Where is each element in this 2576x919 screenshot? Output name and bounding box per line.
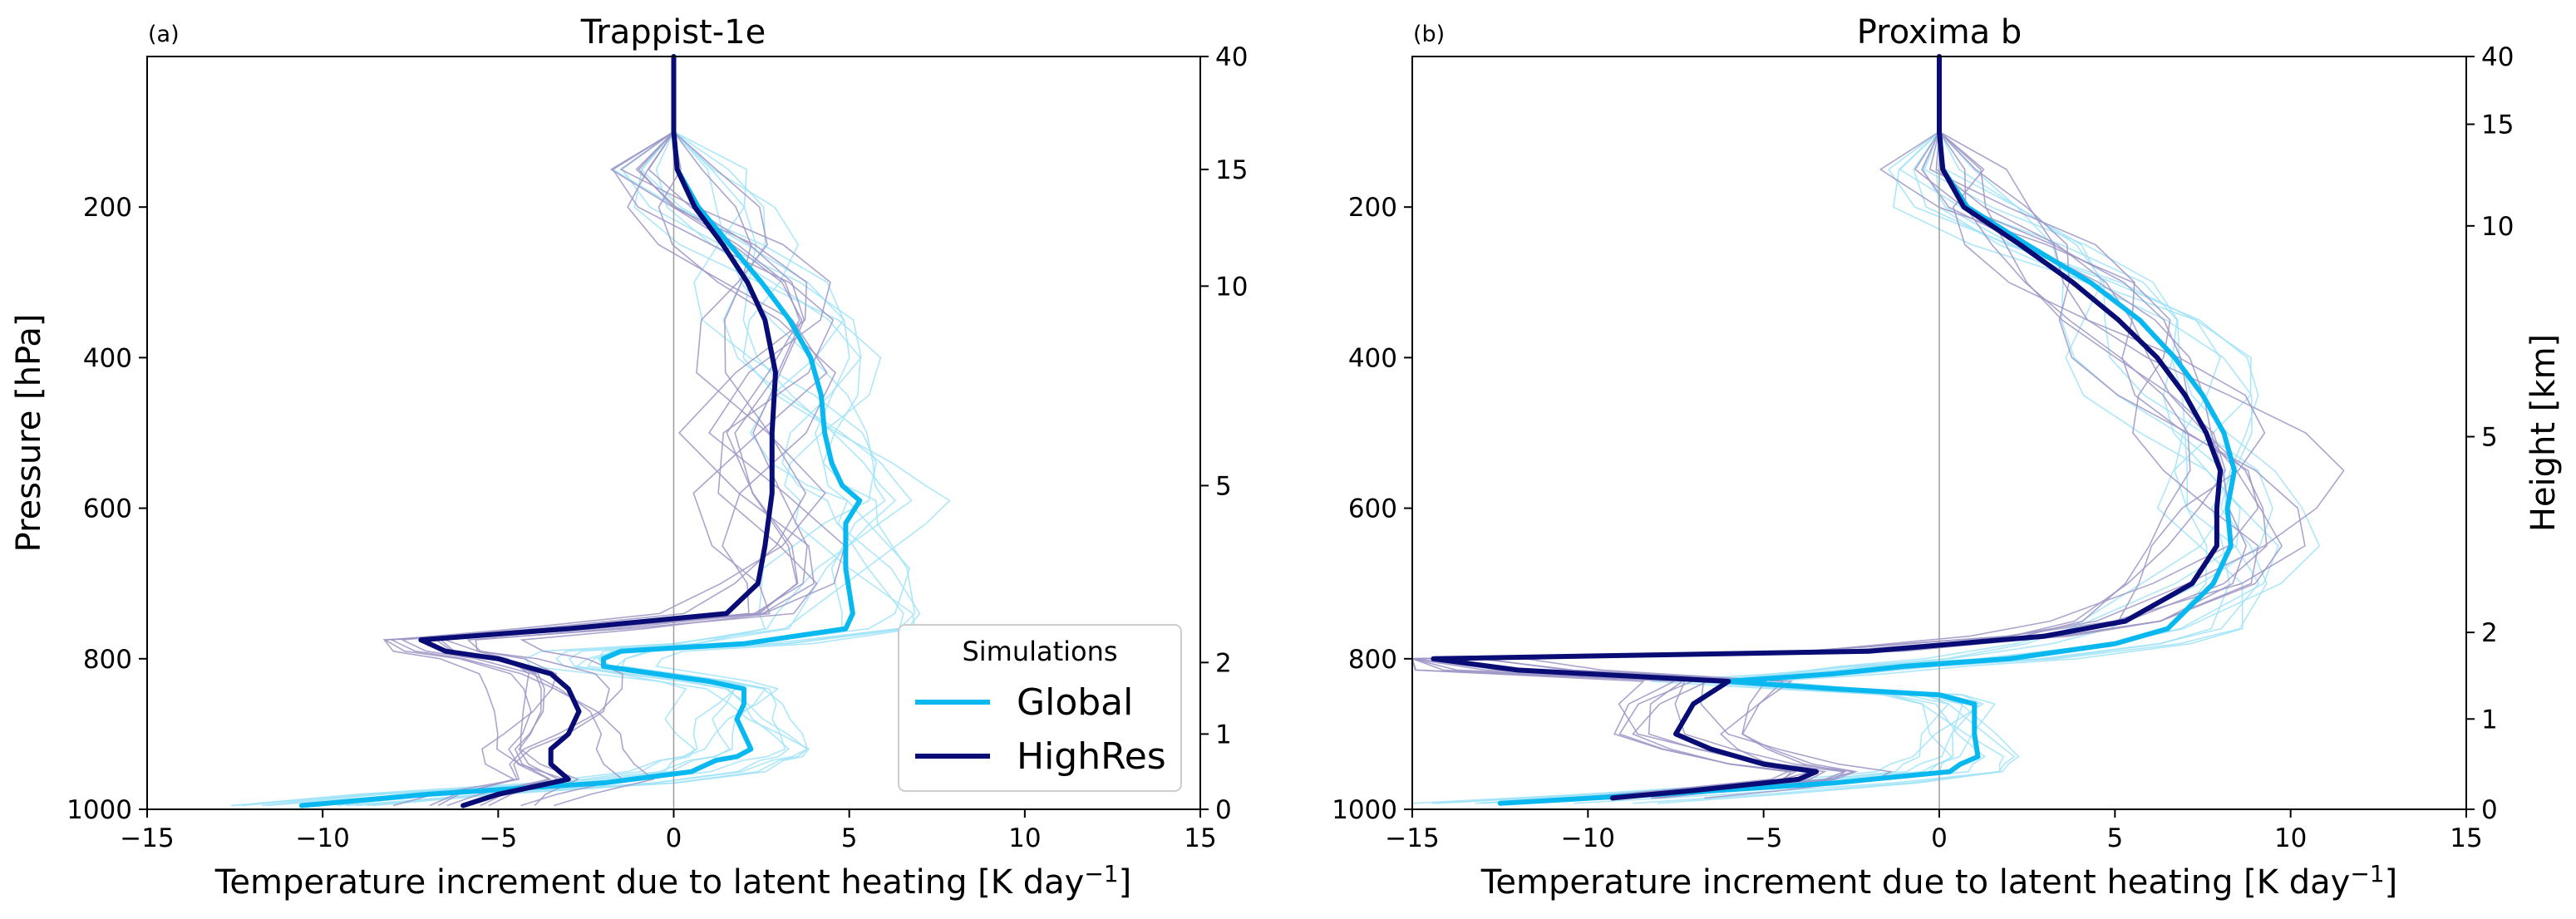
legend-box bbox=[898, 624, 1182, 792]
y2-tick-label: 15 bbox=[2481, 111, 2514, 140]
global-member-line bbox=[1574, 57, 2273, 804]
y-tick-label: 600 bbox=[1348, 494, 1397, 524]
highres-member-line bbox=[399, 57, 807, 807]
x-tick-label: −15 bbox=[120, 823, 174, 853]
global-member-line bbox=[1431, 57, 2252, 804]
panel-a-y-ticks: 200 400 600 800 1000 bbox=[66, 193, 147, 825]
highres-member-line bbox=[1525, 57, 2191, 799]
panel-a-letter: (a) bbox=[148, 22, 180, 47]
y2-tick-label: 1 bbox=[1215, 720, 1232, 749]
global-member-line bbox=[1657, 57, 2241, 804]
y2-tick-label: 10 bbox=[1215, 272, 1248, 302]
panel-a-global-members bbox=[230, 57, 951, 807]
global-member-line bbox=[1633, 57, 2227, 804]
panel-a-series bbox=[298, 54, 863, 808]
highres-member-line bbox=[1411, 57, 2306, 799]
y2-tick-label: 1 bbox=[2481, 705, 2498, 735]
y2-tick-label: 40 bbox=[1215, 42, 1248, 72]
highres-mean-line bbox=[418, 54, 778, 808]
global-member-line bbox=[262, 57, 921, 807]
y2-tick-label: 2 bbox=[1215, 648, 1232, 678]
x-tick-label: 0 bbox=[1931, 823, 1948, 853]
global-member-line bbox=[337, 57, 911, 807]
x-tick-label: 0 bbox=[666, 823, 682, 853]
global-member-line bbox=[240, 57, 916, 807]
y2-tick-label: 5 bbox=[2481, 423, 2498, 453]
global-member-line bbox=[356, 57, 897, 807]
y-tick-label: 600 bbox=[83, 494, 132, 524]
x-tick-label: 5 bbox=[841, 823, 858, 853]
y-tick-label: 1000 bbox=[1332, 795, 1397, 825]
x-tick-label: 15 bbox=[2450, 823, 2482, 853]
highres-member-line bbox=[1482, 57, 2227, 799]
global-member-line bbox=[1411, 57, 2268, 804]
y2-tick-label: 10 bbox=[2481, 212, 2514, 242]
panel-b-series bbox=[1431, 54, 2237, 806]
y-tick-label: 1000 bbox=[66, 795, 132, 825]
panel-a-highres-members bbox=[382, 57, 846, 807]
y2-tick-label: 5 bbox=[1215, 471, 1232, 501]
global-mean-line bbox=[298, 54, 863, 808]
x-tick-label: 10 bbox=[2274, 823, 2307, 853]
y-tick-label: 400 bbox=[1348, 343, 1397, 373]
panel-b-x-ticks: −15 −10 −5 0 5 10 15 bbox=[1385, 809, 2483, 853]
panel-b-y2-axis-label: Height [km] bbox=[2524, 334, 2563, 532]
highres-member-line bbox=[475, 57, 815, 807]
y2-tick-label: 40 bbox=[2481, 42, 2514, 72]
y-tick-label: 200 bbox=[83, 193, 132, 223]
x-tick-label: −10 bbox=[295, 823, 349, 853]
panel-a-y-axis-label: Pressure [hPa] bbox=[10, 314, 48, 553]
global-member-line bbox=[1475, 57, 2260, 804]
y-tick-label: 800 bbox=[1348, 645, 1397, 675]
highres-member-line bbox=[1479, 57, 2266, 799]
panel-a-trappist-1e: (a) Trappist-1e −15 −10 −5 0 5 10 15 200400600… bbox=[10, 13, 1248, 902]
panel-a-title: Trappist-1e bbox=[580, 13, 766, 52]
x-tick-label: −15 bbox=[1385, 823, 1439, 853]
panel-a-x-axis-label: Temperature increment due to latent heat… bbox=[214, 860, 1131, 902]
panel-a-x-ticks: −15 −10 −5 0 5 10 15 bbox=[120, 809, 1217, 853]
y-tick-label: 400 bbox=[83, 343, 132, 373]
global-member-line bbox=[367, 57, 877, 807]
global-mean-line bbox=[1497, 54, 2237, 806]
legend-title: Simulations bbox=[962, 636, 1117, 667]
panel-b-letter: (b) bbox=[1413, 22, 1445, 47]
panel-b-title: Proxima b bbox=[1857, 13, 2022, 52]
x-tick-label: −5 bbox=[1745, 823, 1783, 853]
legend-global-label: Global bbox=[1017, 681, 1133, 724]
y2-tick-label: 0 bbox=[1215, 795, 1232, 825]
highres-mean-line bbox=[1431, 54, 2224, 801]
y2-tick-label: 0 bbox=[2481, 795, 2498, 825]
x-tick-label: −10 bbox=[1561, 823, 1615, 853]
panel-b-y-ticks: 200 400 600 800 1000 bbox=[1332, 193, 1412, 825]
x-tick-label: 10 bbox=[1008, 823, 1041, 853]
y2-tick-label: 15 bbox=[1215, 155, 1248, 185]
global-member-line bbox=[232, 57, 916, 807]
y-tick-label: 800 bbox=[83, 645, 132, 675]
legend-highres-label: HighRes bbox=[1017, 735, 1166, 778]
y2-tick-label: 2 bbox=[2481, 618, 2498, 648]
legend: Simulations Global HighRes bbox=[898, 624, 1182, 792]
global-member-line bbox=[230, 57, 904, 807]
x-tick-label: 15 bbox=[1184, 823, 1216, 853]
y-tick-label: 200 bbox=[1348, 193, 1397, 223]
x-tick-label: −5 bbox=[479, 823, 517, 853]
x-tick-label: 5 bbox=[2106, 823, 2123, 853]
panel-b-x-axis-label: Temperature increment due to latent heat… bbox=[1480, 860, 2397, 902]
highres-member-line bbox=[1434, 57, 2259, 799]
panel-b-proxima-b: (b) Proxima b −15 −10 −5 0 5 10 15 20040060080… bbox=[1332, 13, 2563, 902]
